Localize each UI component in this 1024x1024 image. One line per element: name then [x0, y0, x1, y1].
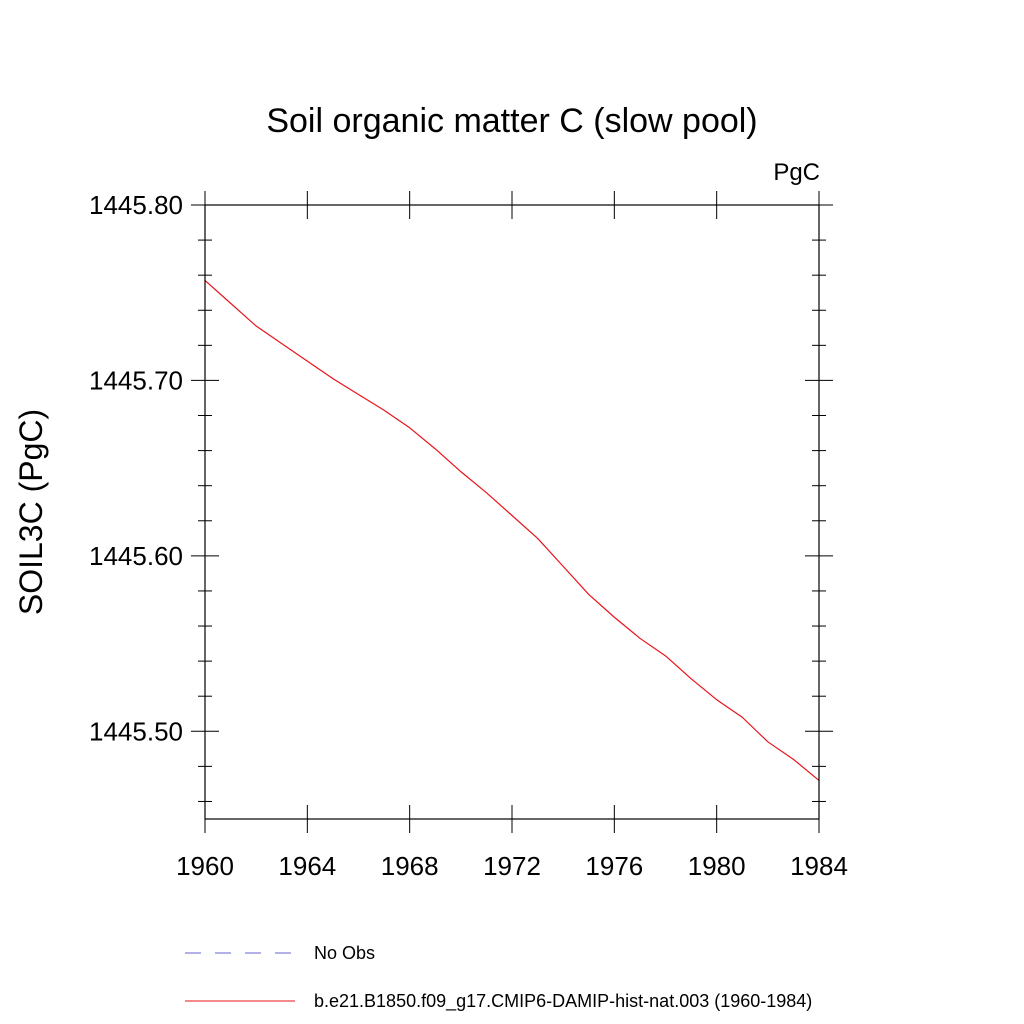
axis-ticks [191, 191, 833, 833]
legend: No Obs b.e21.B1850.f09_g17.CMIP6-DAMIP-h… [185, 943, 812, 1012]
x-tick-label: 1964 [278, 851, 336, 881]
y-axis-label: SOIL3C (PgC) [13, 409, 49, 615]
x-tick-label: 1980 [688, 851, 746, 881]
x-tick-label: 1968 [381, 851, 439, 881]
x-tick-label: 1972 [483, 851, 541, 881]
series-line [204, 279, 820, 782]
y-tick-label: 1445.50 [89, 716, 183, 746]
y-tick-label: 1445.80 [89, 190, 183, 220]
y-tick-label: 1445.60 [89, 541, 183, 571]
legend-label-hist-nat: b.e21.B1850.f09_g17.CMIP6-DAMIP-hist-nat… [314, 991, 812, 1012]
y-tick-label: 1445.70 [89, 365, 183, 395]
x-tick-label: 1960 [176, 851, 234, 881]
x-tick-label: 1984 [790, 851, 848, 881]
series-layer [204, 279, 820, 782]
legend-label-no-obs: No Obs [314, 943, 375, 963]
units-label: PgC [773, 159, 820, 186]
chart-title: Soil organic matter C (slow pool) [266, 102, 757, 140]
axis-tick-labels: 1445.50 1445.60 1445.70 1445.80 1960 1964 1968… [89, 190, 848, 881]
plot-frame [204, 204, 820, 820]
x-tick-label: 1976 [585, 851, 643, 881]
